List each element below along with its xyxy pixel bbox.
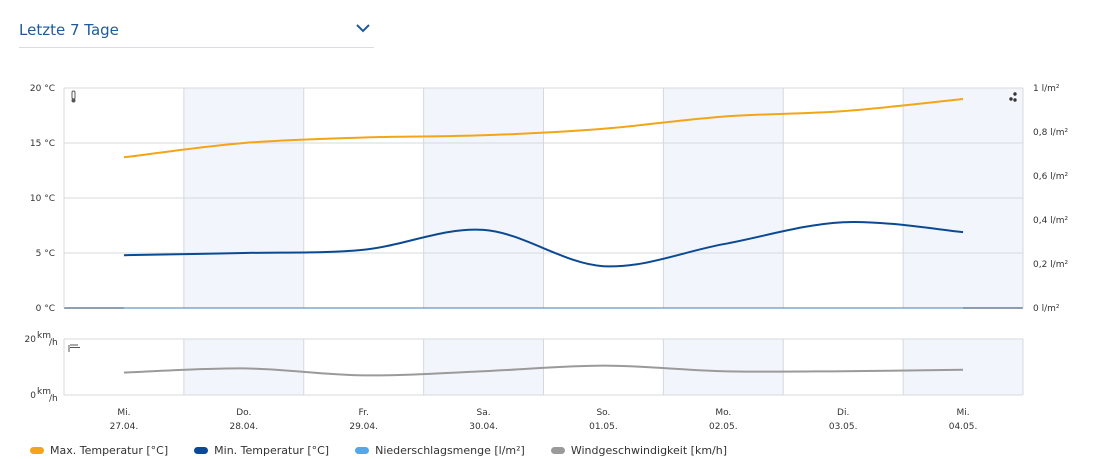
wind-unit-numerator: km bbox=[37, 331, 51, 341]
legend-swatch bbox=[194, 446, 209, 454]
legend-item-max-temp[interactable]: Max. Temperatur [°C] bbox=[30, 444, 168, 457]
legend-swatch bbox=[550, 446, 565, 454]
wind-unit-numerator: km bbox=[37, 387, 51, 397]
day-band bbox=[423, 339, 544, 395]
legend-item-wind[interactable]: Windgeschwindigkeit [km/h] bbox=[550, 443, 728, 457]
period-select-label: Letzte 7 Tage bbox=[19, 21, 119, 39]
x-tick-date: 03.05. bbox=[829, 422, 858, 432]
wind-icon bbox=[68, 344, 80, 352]
x-tick-date: 01.05. bbox=[589, 422, 618, 432]
day-band bbox=[183, 339, 304, 395]
wind-unit-denominator: /h bbox=[49, 338, 58, 348]
thermometer-stem bbox=[71, 90, 76, 100]
thermometer-bulb bbox=[71, 98, 76, 103]
x-tick-day: Mo. bbox=[715, 408, 731, 418]
x-tick-date: 30.04. bbox=[469, 422, 498, 432]
x-tick-day: So. bbox=[596, 408, 610, 418]
x-tick-date: 29.04. bbox=[349, 422, 378, 432]
legend-item-precipitation[interactable]: Niederschlagsmenge [l/m²] bbox=[355, 444, 525, 457]
precipitation-tick-label: 0,2 l/m² bbox=[1033, 260, 1068, 270]
precipitation-tick-label: 0,6 l/m² bbox=[1033, 172, 1068, 182]
x-tick-day: Sa. bbox=[477, 408, 491, 418]
period-select[interactable]: Letzte 7 Tage bbox=[19, 18, 374, 48]
thermometer-icon bbox=[71, 90, 76, 103]
wind-unit-denominator: /h bbox=[49, 394, 58, 404]
wind-tick-label: 20 bbox=[25, 335, 37, 345]
x-tick-date: 02.05. bbox=[709, 422, 738, 432]
temperature-tick-label: 15 °C bbox=[30, 139, 55, 149]
x-tick-day: Fr. bbox=[359, 408, 369, 418]
temperature-tick-label: 10 °C bbox=[30, 194, 55, 204]
wind-speed-line bbox=[123, 364, 964, 377]
precipitation-tick-label: 0,8 l/m² bbox=[1033, 128, 1068, 138]
legend-label: Windgeschwindigkeit [km/h] bbox=[570, 443, 728, 457]
day-band bbox=[663, 339, 784, 395]
raindrop bbox=[1009, 97, 1013, 101]
legend: Max. Temperatur [°C] Min. Temperatur [°C… bbox=[30, 442, 753, 458]
temperature-tick-label: 0 °C bbox=[36, 304, 55, 314]
temperature-tick-label: 20 °C bbox=[30, 84, 55, 94]
temperature-tick-label: 5 °C bbox=[36, 249, 55, 259]
raindrop bbox=[1013, 92, 1017, 96]
x-tick-day: Di. bbox=[837, 408, 849, 418]
x-tick-date: 04.05. bbox=[949, 422, 978, 432]
legend-swatch bbox=[30, 446, 44, 454]
x-tick-day: Mi. bbox=[956, 408, 969, 418]
day-band bbox=[903, 339, 1023, 395]
precipitation-tick-label: 1 l/m² bbox=[1033, 84, 1060, 94]
precipitation-tick-label: 0 l/m² bbox=[1033, 304, 1060, 314]
x-tick-date: 27.04. bbox=[110, 422, 139, 432]
legend-item-min-temp[interactable]: Min. Temperatur [°C] bbox=[194, 444, 329, 457]
x-tick-day: Do. bbox=[236, 408, 251, 418]
wind-glyph bbox=[68, 344, 80, 352]
max-temperature-line bbox=[123, 98, 964, 159]
legend-swatch bbox=[355, 446, 370, 454]
precipitation-tick-label: 0,4 l/m² bbox=[1033, 216, 1068, 226]
raindrop bbox=[1013, 98, 1017, 102]
raindrops-icon bbox=[1009, 92, 1017, 102]
x-tick-day: Mi. bbox=[117, 408, 130, 418]
legend-label: Max. Temperatur [°C] bbox=[50, 443, 169, 457]
min-temperature-line bbox=[123, 220, 964, 268]
legend-label: Min. Temperatur [°C] bbox=[214, 443, 330, 457]
weather-chart: 0 °C 5 °C 10 °C 15 °C 20 °C 0 l/m² 0,2 l/m² 0,4… bbox=[25, 84, 1069, 432]
x-tick-date: 28.04. bbox=[229, 422, 258, 432]
legend-label: Niederschlagsmenge [l/m²] bbox=[375, 443, 525, 457]
wind-tick-label: 0 bbox=[30, 391, 36, 401]
chevron-down-icon[interactable] bbox=[356, 23, 370, 33]
